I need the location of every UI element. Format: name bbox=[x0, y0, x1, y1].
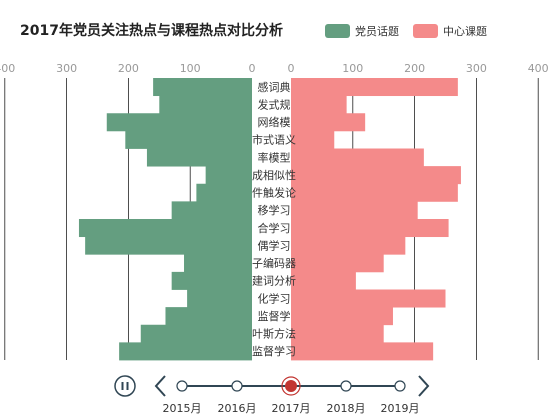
bar-center-topic[interactable] bbox=[291, 148, 424, 167]
category-label: 偶学习 bbox=[258, 238, 291, 252]
category-label: 发式规 bbox=[258, 97, 291, 111]
bar-party-topic[interactable] bbox=[125, 130, 252, 149]
bar-center-topic[interactable] bbox=[291, 307, 393, 326]
legend-label: 党员话题 bbox=[355, 25, 399, 38]
x-tick-label-left: 100 bbox=[180, 62, 201, 75]
x-tick-label-right: 0 bbox=[288, 62, 295, 75]
category-label: 子编码器 bbox=[252, 256, 296, 270]
timeline-label: 2017月 bbox=[272, 402, 311, 415]
bar-party-topic[interactable] bbox=[171, 201, 252, 220]
chevron-left-icon[interactable] bbox=[154, 375, 166, 397]
category-label: 监督学 bbox=[258, 309, 291, 323]
timeline-node[interactable] bbox=[231, 380, 243, 392]
bar-center-topic[interactable] bbox=[291, 289, 446, 308]
x-tick-label-left: 200 bbox=[118, 62, 139, 75]
x-tick-label-right: 400 bbox=[528, 62, 549, 75]
bar-center-topic[interactable] bbox=[291, 324, 384, 343]
bar-party-topic[interactable] bbox=[78, 219, 253, 238]
category-label: 感词典 bbox=[258, 80, 291, 94]
timeline-node-ring bbox=[281, 376, 301, 396]
legend-item-party-topics[interactable]: 党员话题 bbox=[325, 23, 399, 39]
timeline-label: 2018月 bbox=[327, 402, 366, 415]
x-tick-label-right: 200 bbox=[404, 62, 425, 75]
bar-center-topic[interactable] bbox=[291, 113, 366, 132]
bar-party-topic[interactable] bbox=[196, 183, 252, 202]
bar-center-topic[interactable] bbox=[291, 254, 384, 273]
pause-icon-bar bbox=[121, 382, 124, 390]
bar-center-topic[interactable] bbox=[291, 95, 347, 114]
category-label: 化学习 bbox=[258, 291, 291, 305]
legend-swatch bbox=[325, 24, 350, 38]
legend-item-center-topics[interactable]: 中心课题 bbox=[413, 23, 487, 39]
category-label: 网络模 bbox=[258, 115, 291, 129]
bar-center-topic[interactable] bbox=[291, 342, 434, 361]
pause-icon-bar bbox=[126, 382, 129, 390]
x-tick-label-right: 300 bbox=[466, 62, 487, 75]
bar-party-topic[interactable] bbox=[146, 148, 252, 167]
pause-icon[interactable] bbox=[114, 375, 136, 397]
chart-title: 2017年党员关注热点与课程热点对比分析 bbox=[20, 23, 283, 39]
bar-center-topic[interactable] bbox=[291, 201, 418, 220]
bar-center-topic[interactable] bbox=[291, 130, 335, 149]
x-tick-label-left: 400 bbox=[0, 62, 15, 75]
category-label: 监督学习 bbox=[252, 344, 296, 358]
legend-swatch bbox=[413, 24, 438, 38]
bar-party-topic[interactable] bbox=[187, 289, 252, 308]
bar-party-topic[interactable] bbox=[119, 342, 252, 361]
bar-center-topic[interactable] bbox=[291, 219, 449, 238]
bar-party-topic[interactable] bbox=[165, 307, 252, 326]
timeline-node[interactable] bbox=[394, 380, 406, 392]
timeline-node-active[interactable] bbox=[285, 380, 297, 392]
x-tick-label-left: 300 bbox=[56, 62, 77, 75]
bar-center-topic[interactable] bbox=[291, 78, 458, 97]
legend-label: 中心课题 bbox=[443, 25, 487, 38]
bar-party-topic[interactable] bbox=[153, 78, 252, 97]
timeline-node[interactable] bbox=[340, 380, 352, 392]
x-tick-label-left: 0 bbox=[249, 62, 256, 75]
bar-party-topic[interactable] bbox=[205, 166, 252, 185]
x-tick-label-right: 100 bbox=[342, 62, 363, 75]
category-label: 件触发论 bbox=[252, 186, 296, 200]
timeline-label: 2016月 bbox=[218, 402, 257, 415]
bar-party-topic[interactable] bbox=[140, 324, 252, 343]
bar-center-topic[interactable] bbox=[291, 236, 406, 255]
category-label: 成相似性 bbox=[252, 168, 296, 182]
chevron-right-icon[interactable] bbox=[418, 375, 430, 397]
category-label: 叶斯方法 bbox=[252, 327, 296, 341]
category-label: 移学习 bbox=[258, 203, 291, 217]
bar-party-topic[interactable] bbox=[106, 113, 253, 132]
bar-party-topic[interactable] bbox=[184, 254, 252, 273]
category-label: 建词分析 bbox=[252, 274, 296, 288]
bar-party-topic[interactable] bbox=[85, 236, 252, 255]
category-label: 市式语义 bbox=[252, 133, 296, 147]
bar-center-topic[interactable] bbox=[291, 271, 356, 290]
category-label: 率模型 bbox=[258, 150, 291, 164]
timeline-label: 2019月 bbox=[381, 402, 420, 415]
timeline-label: 2015月 bbox=[163, 402, 202, 415]
bar-center-topic[interactable] bbox=[291, 166, 461, 185]
bar-party-topic[interactable] bbox=[171, 271, 252, 290]
bar-center-topic[interactable] bbox=[291, 183, 458, 202]
bar-party-topic[interactable] bbox=[159, 95, 252, 114]
timeline-node[interactable] bbox=[176, 380, 188, 392]
category-label: 合学习 bbox=[258, 221, 291, 235]
